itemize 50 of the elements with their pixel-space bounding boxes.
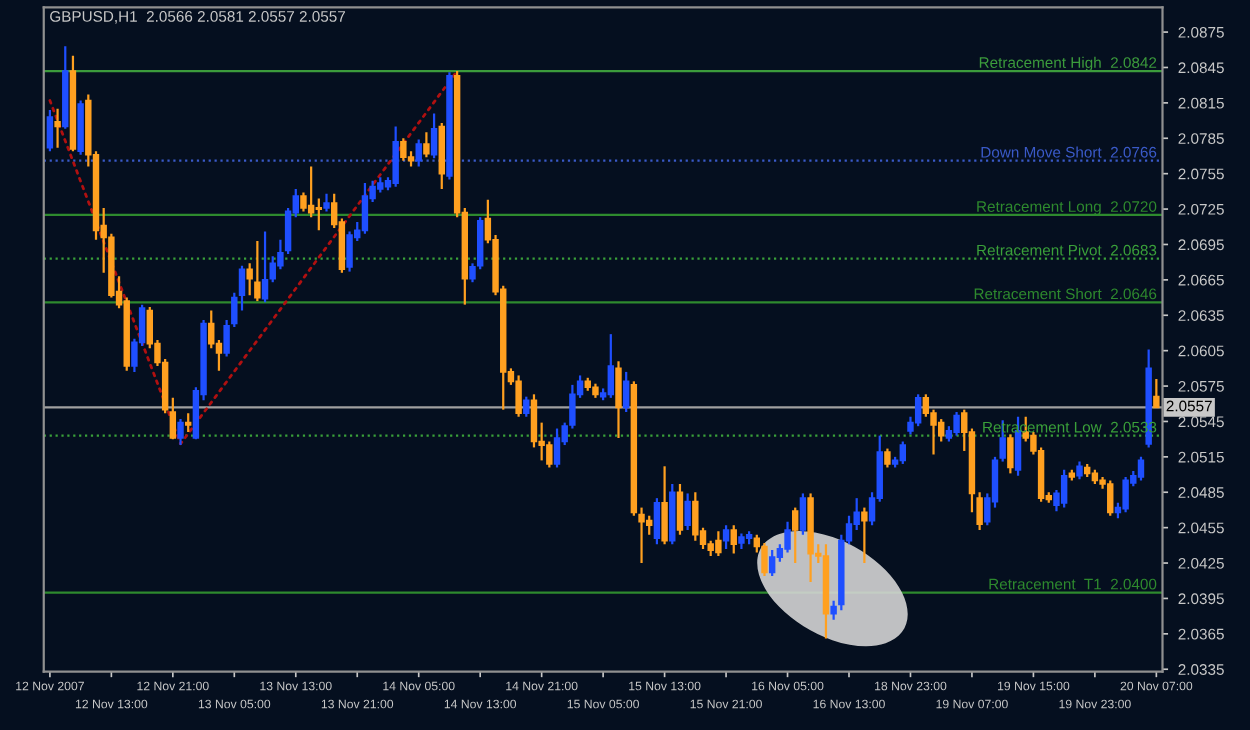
candlestick [54, 107, 61, 149]
candlestick [515, 374, 522, 418]
candlestick [861, 506, 868, 565]
candlestick [423, 131, 430, 159]
candlestick [722, 524, 730, 550]
candlestick [261, 230, 269, 304]
candlestick [77, 99, 84, 156]
candlestick [208, 309, 215, 350]
candlestick [438, 121, 445, 191]
candlestick [184, 412, 192, 434]
candlestick [1107, 479, 1114, 517]
candlestick [346, 230, 353, 273]
candlestick [899, 440, 907, 466]
candlestick [684, 492, 691, 532]
candlestick [768, 548, 776, 578]
candlestick [692, 491, 699, 542]
candlestick [1137, 455, 1145, 482]
candlestick [530, 393, 538, 449]
candlestick [400, 137, 407, 162]
candlestick [361, 182, 369, 235]
candlestick [430, 112, 438, 160]
candlestick [730, 524, 737, 555]
candlestick [1060, 468, 1068, 509]
candlestick [784, 520, 791, 554]
candlestick [914, 393, 922, 428]
candlestick [254, 239, 261, 303]
candlestick [523, 395, 530, 418]
candlestick [46, 108, 54, 153]
candlestick [553, 427, 561, 469]
candlestick [169, 396, 177, 441]
candlestick [307, 165, 315, 219]
candlestick [761, 541, 768, 578]
candlestick [615, 360, 622, 440]
candlestick [1007, 433, 1014, 475]
candlestick [1122, 475, 1129, 514]
candlestick [884, 447, 891, 469]
candlestick [799, 492, 807, 536]
candlestick [653, 497, 661, 546]
candlestick [392, 125, 399, 188]
candlestick [177, 417, 184, 447]
candlestick [607, 333, 615, 399]
candlestick [315, 197, 323, 232]
candlestick [792, 506, 799, 565]
candlestick [661, 465, 668, 546]
candlestick [953, 410, 960, 437]
candlestick [715, 530, 722, 558]
candlestick [415, 138, 422, 168]
candlestick [622, 370, 630, 414]
candlestick [676, 482, 684, 536]
candlestick [1153, 377, 1160, 409]
